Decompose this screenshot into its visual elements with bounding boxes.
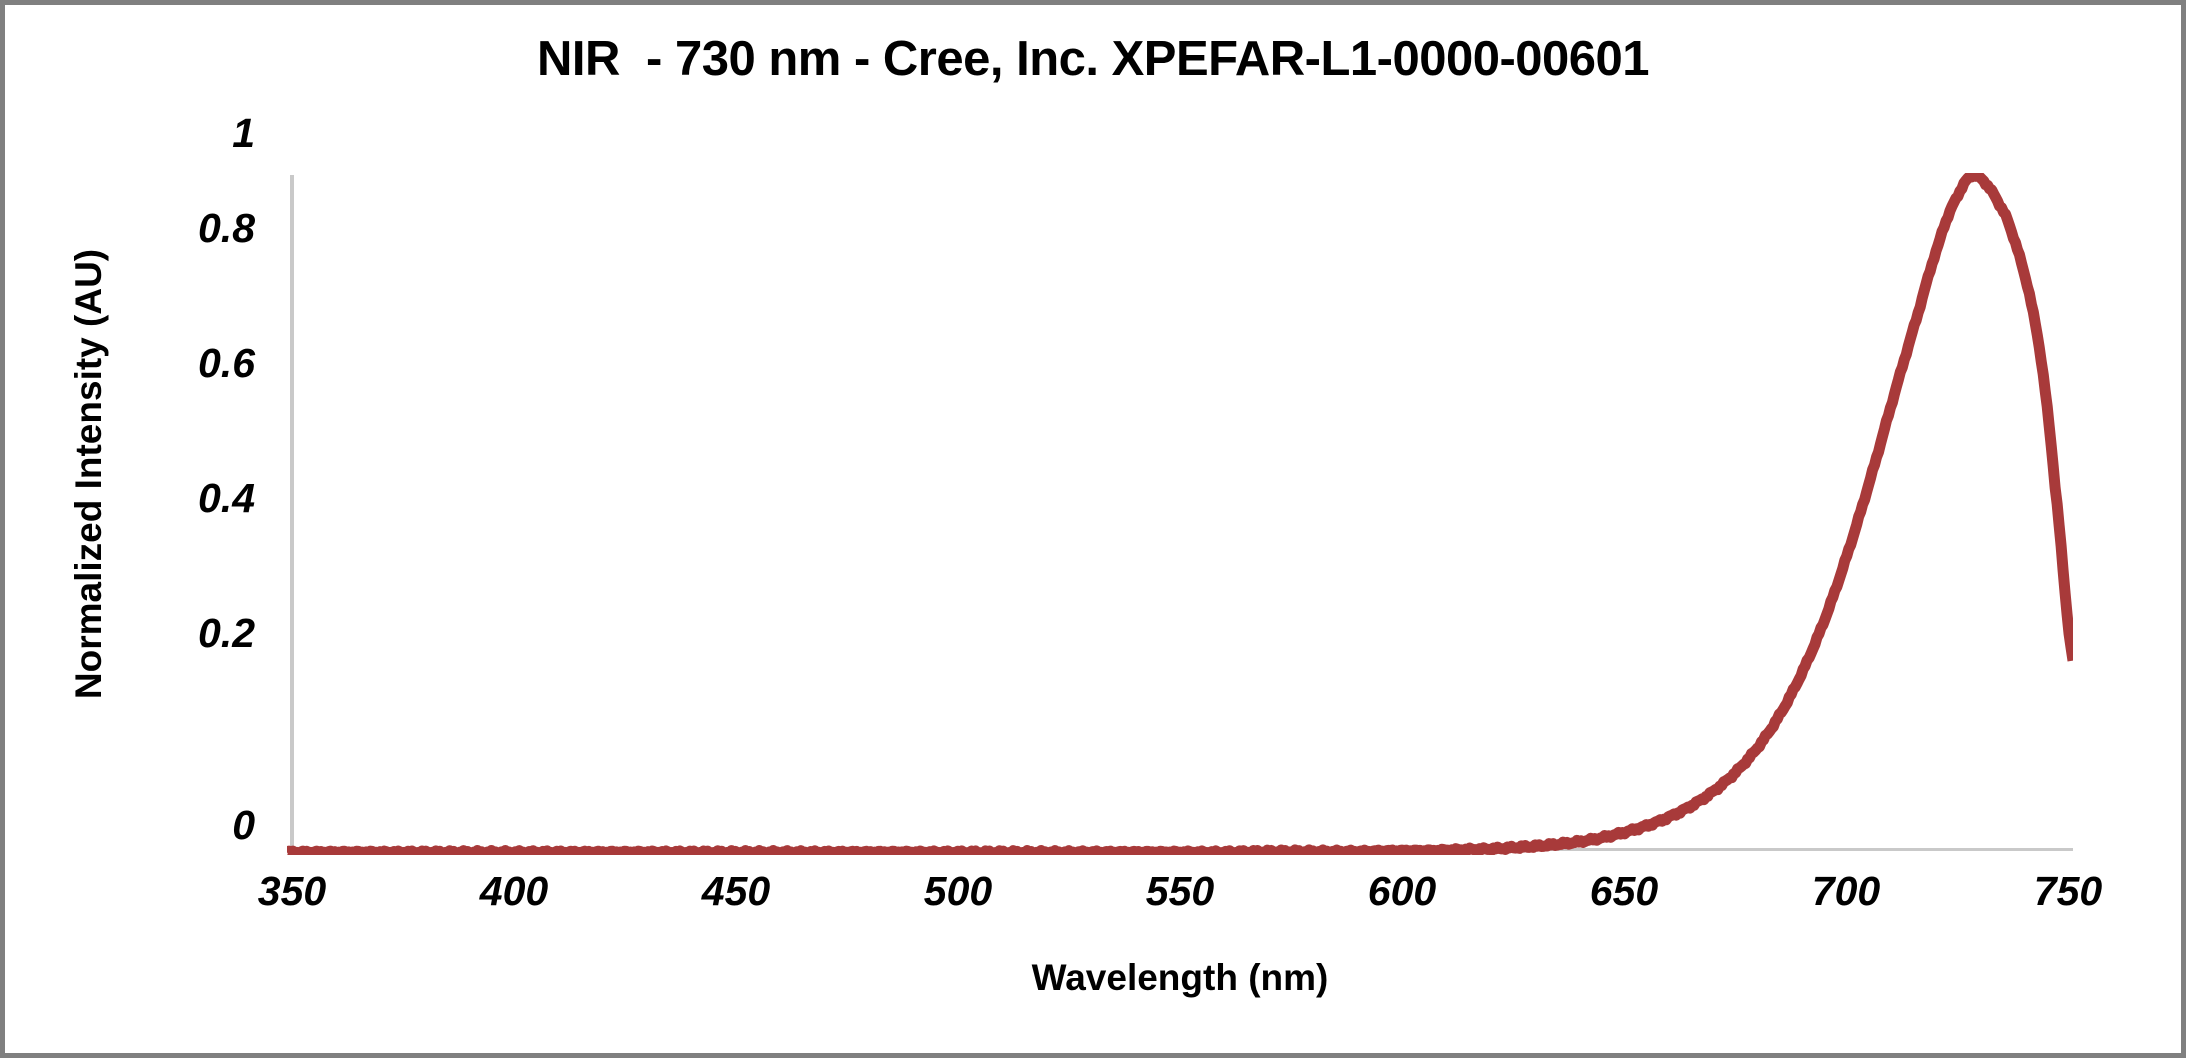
x-tick-label-450: 450 xyxy=(701,868,771,914)
x-tick-label-500: 500 xyxy=(923,868,993,914)
spectrum-plot xyxy=(287,173,2073,855)
y-tick-label-0: 0 xyxy=(232,802,255,848)
x-tick-label-600: 600 xyxy=(1367,868,1437,914)
spectrum-line-series xyxy=(287,173,2073,855)
plot-area xyxy=(287,173,2073,855)
x-tick-label-700: 700 xyxy=(1811,868,1881,914)
x-tick-label-650: 650 xyxy=(1589,868,1659,914)
y-tick-label-0.6: 0.6 xyxy=(198,340,255,386)
x-tick-label-400: 400 xyxy=(479,868,549,914)
x-axis-title: Wavelength (nm) xyxy=(1031,957,1329,998)
x-tick-label-550: 550 xyxy=(1145,868,1215,914)
y-axis-title: Normalized Intensity (AU) xyxy=(68,248,109,700)
y-tick-label-1: 1 xyxy=(232,110,255,156)
y-tick-label-0.4: 0.4 xyxy=(198,475,255,521)
y-axis-line xyxy=(290,175,294,853)
x-tick-label-750: 750 xyxy=(2033,868,2103,914)
x-tick-label-350: 350 xyxy=(257,868,327,914)
y-tick-label-0.2: 0.2 xyxy=(198,610,255,656)
y-tick-label-0.8: 0.8 xyxy=(198,205,255,251)
chart-title: NIR - 730 nm - Cree, Inc. XPEFAR-L1-0000… xyxy=(536,32,1650,86)
